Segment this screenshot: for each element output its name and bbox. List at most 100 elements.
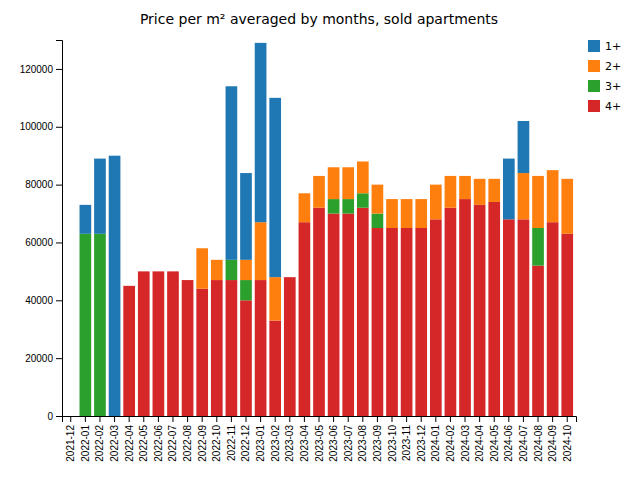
bar (182, 280, 194, 281)
tick-mark (231, 416, 232, 422)
legend-swatch (588, 60, 600, 72)
bar (123, 286, 135, 416)
tick: 2023-05 (314, 416, 325, 462)
tick-mark (56, 300, 62, 301)
bar (167, 271, 179, 272)
bar (255, 280, 267, 416)
tick: 2024-10 (562, 416, 573, 462)
tick: 120000 (20, 64, 62, 75)
tick: 2024-03 (460, 416, 471, 462)
tick-label: 2022-04 (124, 425, 135, 462)
bar (328, 167, 340, 199)
tick-mark (114, 416, 115, 422)
tick-label: 2023-02 (270, 425, 281, 462)
bar (284, 277, 296, 278)
bar (240, 300, 252, 416)
tick: 2023-02 (270, 416, 281, 462)
tick-label: 2023-11 (401, 425, 412, 461)
tick-mark (202, 416, 203, 422)
tick-mark (538, 416, 539, 422)
tick: 2023-09 (372, 416, 383, 462)
tick-label: 2022-11 (226, 425, 237, 461)
tick-label: 120000 (20, 64, 54, 75)
bar (532, 176, 544, 228)
bar (94, 159, 106, 234)
legend-item: 1+ (588, 40, 621, 53)
bar (386, 199, 398, 228)
bar (488, 179, 500, 202)
bar (240, 260, 252, 280)
bar (430, 184, 442, 185)
bar (182, 280, 194, 281)
tick-label: 0 (47, 411, 53, 422)
tick-mark (172, 416, 173, 422)
tick-mark (129, 416, 130, 422)
bar (123, 285, 135, 286)
bar (65, 416, 77, 417)
tick-mark (348, 416, 349, 422)
tick-mark (523, 416, 524, 422)
bar (488, 178, 500, 179)
legend-swatch (588, 80, 600, 92)
chart: 0200004000060000800001000001200002021-12… (0, 0, 640, 480)
bar (284, 277, 296, 278)
bar (532, 228, 544, 266)
bar (328, 214, 340, 416)
tick-mark (479, 416, 480, 422)
tick-label: 2024-09 (547, 425, 558, 462)
bar (313, 208, 325, 416)
axis-line (56, 41, 63, 417)
bar (488, 202, 500, 416)
tick-label: 2023-07 (343, 425, 354, 462)
bar (299, 222, 311, 416)
tick-label: 40000 (25, 295, 53, 306)
bar (153, 271, 165, 416)
tick-label: 2023-05 (314, 425, 325, 462)
bar (313, 175, 325, 176)
tick: 2022-01 (80, 416, 91, 462)
tick: 2022-12 (240, 416, 251, 462)
bar (386, 199, 398, 200)
tick: 2022-03 (109, 416, 120, 462)
tick: 2022-02 (94, 416, 105, 462)
tick: 2023-08 (357, 416, 368, 462)
bar (415, 228, 427, 416)
plot-area: 0200004000060000800001000001200002021-12… (20, 41, 577, 462)
bar (109, 156, 121, 416)
tick: 2022-09 (197, 416, 208, 462)
tick-mark (377, 416, 378, 422)
tick-mark (245, 416, 246, 422)
tick-label: 2024-10 (562, 425, 573, 462)
tick-mark (56, 416, 62, 417)
tick-mark (494, 416, 495, 422)
bar (445, 175, 457, 176)
tick-label: 2024-03 (460, 425, 471, 462)
tick-label: 2023-10 (387, 425, 398, 462)
legend-label: 4+ (605, 100, 621, 113)
bar (269, 277, 281, 320)
bar (474, 205, 486, 416)
bar (401, 199, 413, 228)
tick-mark (362, 416, 363, 422)
bar (255, 43, 267, 222)
legend-label: 3+ (605, 80, 621, 93)
tick: 2023-06 (328, 416, 339, 462)
tick: 2023-03 (284, 416, 295, 462)
bar (547, 170, 559, 222)
bar-series (196, 161, 573, 320)
bar (240, 173, 252, 260)
bar (415, 199, 427, 228)
tick-label: 2024-02 (445, 425, 456, 462)
tick-label: 2022-12 (240, 425, 251, 462)
tick-label: 2022-03 (109, 425, 120, 462)
bar (328, 199, 340, 213)
tick: 2024-02 (445, 416, 456, 462)
tick: 2023-11 (401, 416, 412, 461)
tick: 2024-07 (518, 416, 529, 462)
bar (153, 271, 165, 272)
tick-mark (392, 416, 393, 422)
tick: 2024-06 (503, 416, 514, 462)
tick: 2022-06 (153, 416, 164, 462)
bar (445, 176, 457, 208)
bar (357, 208, 369, 416)
